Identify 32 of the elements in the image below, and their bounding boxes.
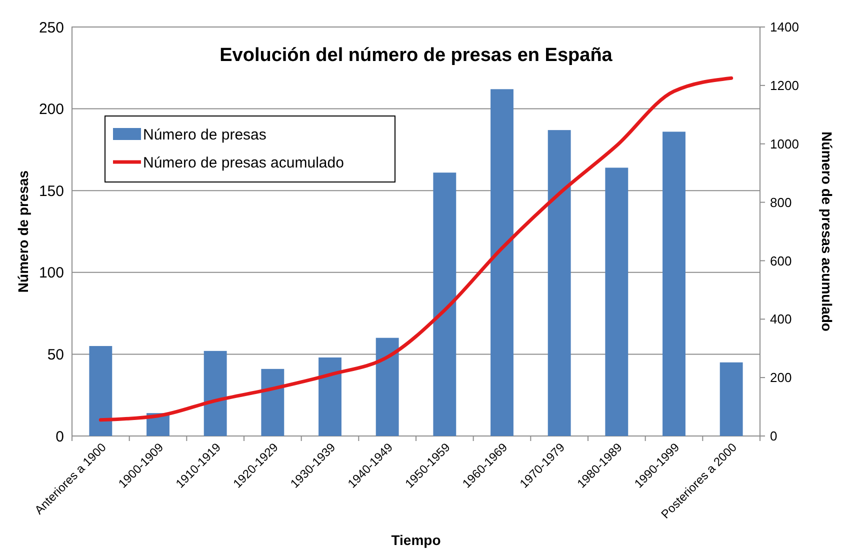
y2-tick-label: 1200: [770, 78, 799, 93]
y-tick-label: 50: [47, 346, 64, 364]
y2-tick-label: 1000: [770, 136, 799, 152]
y2-tick-label: 600: [770, 253, 792, 268]
x-axis-title: Tiempo: [391, 532, 441, 548]
line-series: [98, 76, 734, 422]
y2-tick-label: 200: [770, 370, 792, 386]
y2-tick-label: 1400: [770, 20, 799, 35]
y2-tick-label: 400: [770, 312, 792, 327]
bar: [204, 350, 227, 436]
y-tick-label: 150: [38, 182, 64, 200]
bar: [490, 89, 514, 436]
y-tick-label: 100: [38, 264, 64, 282]
y-axis-title: Número de presas: [15, 170, 31, 293]
y2-axis-title: Número de presas acumulado: [819, 132, 835, 332]
bar: [548, 130, 571, 436]
y2-tick-label: 800: [770, 194, 792, 210]
y-tick-label: 250: [38, 19, 64, 36]
bar: [261, 368, 284, 436]
y-tick-label: 0: [56, 428, 64, 446]
bar: [433, 172, 456, 436]
bar: [89, 346, 112, 436]
y2-tick-label: 0: [770, 428, 778, 444]
bar: [318, 357, 342, 436]
legend-label: Número de presas: [143, 126, 266, 144]
y-tick-label: 200: [38, 101, 64, 118]
bar: [376, 338, 399, 436]
bar: [605, 168, 628, 436]
text: Evolución del número de presas en España: [220, 45, 613, 66]
bar: [662, 132, 686, 436]
legend-label: Número de presas acumulado: [143, 154, 344, 172]
bar: [720, 362, 743, 436]
